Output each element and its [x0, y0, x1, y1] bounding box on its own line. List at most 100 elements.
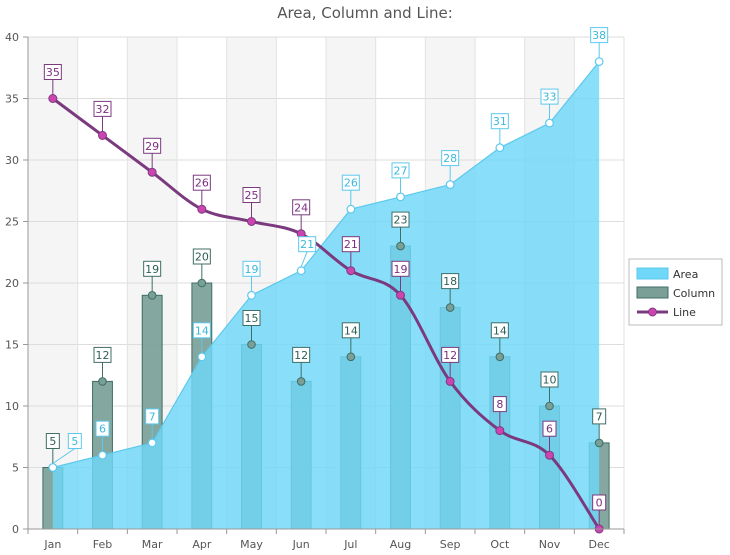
data-label-box	[145, 408, 160, 425]
column-point-marker[interactable]	[346, 352, 356, 362]
x-tick-label: Apr	[192, 538, 212, 551]
line-point-marker[interactable]	[197, 204, 207, 214]
data-label-box	[441, 346, 460, 363]
column-point-marker[interactable]	[445, 303, 455, 312]
legend-label-column: Column	[673, 287, 715, 300]
data-label-box	[143, 260, 162, 277]
data-label-box	[298, 236, 317, 253]
area-point-marker[interactable]	[247, 290, 256, 300]
line-point-marker[interactable]	[147, 167, 157, 177]
legend-item-area[interactable]: Area	[636, 267, 698, 281]
data-label: 7	[149, 410, 156, 423]
data-label: 14	[493, 324, 507, 337]
data-label-box	[341, 174, 360, 191]
column-point-marker[interactable]	[594, 438, 604, 448]
x-tick-label: Feb	[93, 538, 112, 551]
data-label-box	[67, 433, 82, 449]
column-point-marker[interactable]	[197, 278, 207, 288]
x-tick-label: Dec	[589, 538, 610, 551]
data-label: 12	[443, 349, 457, 362]
data-label-box	[192, 322, 211, 339]
y-tick-label: 15	[5, 339, 19, 352]
data-label-box	[143, 137, 162, 154]
data-label: 21	[344, 238, 358, 251]
data-label: 28	[443, 152, 457, 165]
data-label: 19	[145, 263, 159, 276]
data-label-box	[93, 100, 112, 117]
column-point-marker[interactable]	[98, 377, 107, 386]
y-tick-label: 10	[5, 400, 19, 413]
data-label: 14	[195, 324, 209, 337]
data-label: 31	[493, 115, 507, 128]
y-tick-label: 35	[5, 93, 19, 106]
legend-swatch-column	[636, 286, 669, 299]
line-point-marker[interactable]	[545, 450, 554, 460]
x-tick-label: Oct	[490, 538, 510, 551]
data-label-box	[292, 199, 311, 216]
legend[interactable]: Area Column Line	[628, 258, 723, 326]
data-label-box	[292, 346, 311, 363]
data-label: 15	[245, 312, 259, 325]
data-label: 29	[145, 140, 159, 153]
data-label: 19	[245, 263, 259, 276]
data-label-box	[391, 260, 410, 277]
area-point-marker[interactable]	[296, 266, 306, 276]
legend-label-line: Line	[673, 306, 696, 319]
area-point-marker[interactable]	[545, 118, 554, 128]
data-label-box	[192, 248, 211, 265]
column-point-marker[interactable]	[147, 291, 157, 300]
data-label: 33	[543, 91, 557, 104]
area-point-marker[interactable]	[48, 463, 58, 472]
area-point-marker[interactable]	[98, 450, 107, 460]
data-label: 21	[300, 238, 314, 251]
area-fill[interactable]	[52, 61, 600, 529]
data-label-box	[95, 420, 110, 437]
y-tick-label: 30	[5, 154, 19, 167]
chart-title: Area, Column and Line:	[277, 4, 453, 22]
line-point-marker[interactable]	[247, 217, 256, 226]
data-label: 19	[394, 263, 408, 276]
data-label: 25	[245, 189, 259, 202]
column-point-marker[interactable]	[296, 377, 306, 386]
area-outline	[52, 61, 600, 469]
data-label-box	[490, 322, 509, 339]
area-point-marker[interactable]	[594, 57, 604, 66]
data-label: 20	[195, 251, 209, 264]
data-label: 14	[344, 324, 358, 337]
line-point-marker[interactable]	[48, 94, 58, 103]
column-point-marker[interactable]	[396, 241, 405, 251]
x-tick-label: May	[240, 538, 263, 551]
line-point-marker[interactable]	[346, 266, 356, 276]
x-tick-label: Jun	[292, 538, 310, 551]
data-label-box	[341, 322, 360, 339]
line-point-marker[interactable]	[98, 130, 107, 140]
data-label-box	[492, 396, 507, 413]
area-point-marker[interactable]	[396, 192, 405, 202]
line-point-marker[interactable]	[495, 426, 505, 436]
line-point-marker[interactable]	[396, 290, 405, 300]
area-point-marker[interactable]	[445, 180, 455, 190]
y-tick-label: 0	[12, 523, 19, 536]
legend-item-line[interactable]: Line	[637, 306, 696, 319]
column-point-marker[interactable]	[545, 401, 554, 411]
y-tick-label: 20	[5, 277, 19, 290]
y-tick-label: 5	[12, 462, 19, 475]
data-label-box	[43, 64, 62, 80]
line-point-marker[interactable]	[445, 376, 455, 386]
area-point-marker[interactable]	[495, 143, 505, 153]
area-series[interactable]	[52, 61, 600, 529]
column-point-marker[interactable]	[247, 340, 256, 349]
data-label: 12	[294, 349, 308, 362]
area-point-marker[interactable]	[197, 352, 207, 362]
legend-swatch-area	[636, 267, 669, 280]
legend-item-column[interactable]: Column	[636, 286, 715, 300]
area-point-marker[interactable]	[147, 438, 157, 448]
column-point-marker[interactable]	[495, 352, 505, 362]
data-label-box	[490, 113, 509, 130]
data-label: 26	[344, 177, 358, 190]
data-label-box	[242, 187, 261, 203]
data-label-box	[93, 346, 112, 363]
area-point-marker[interactable]	[346, 204, 356, 214]
